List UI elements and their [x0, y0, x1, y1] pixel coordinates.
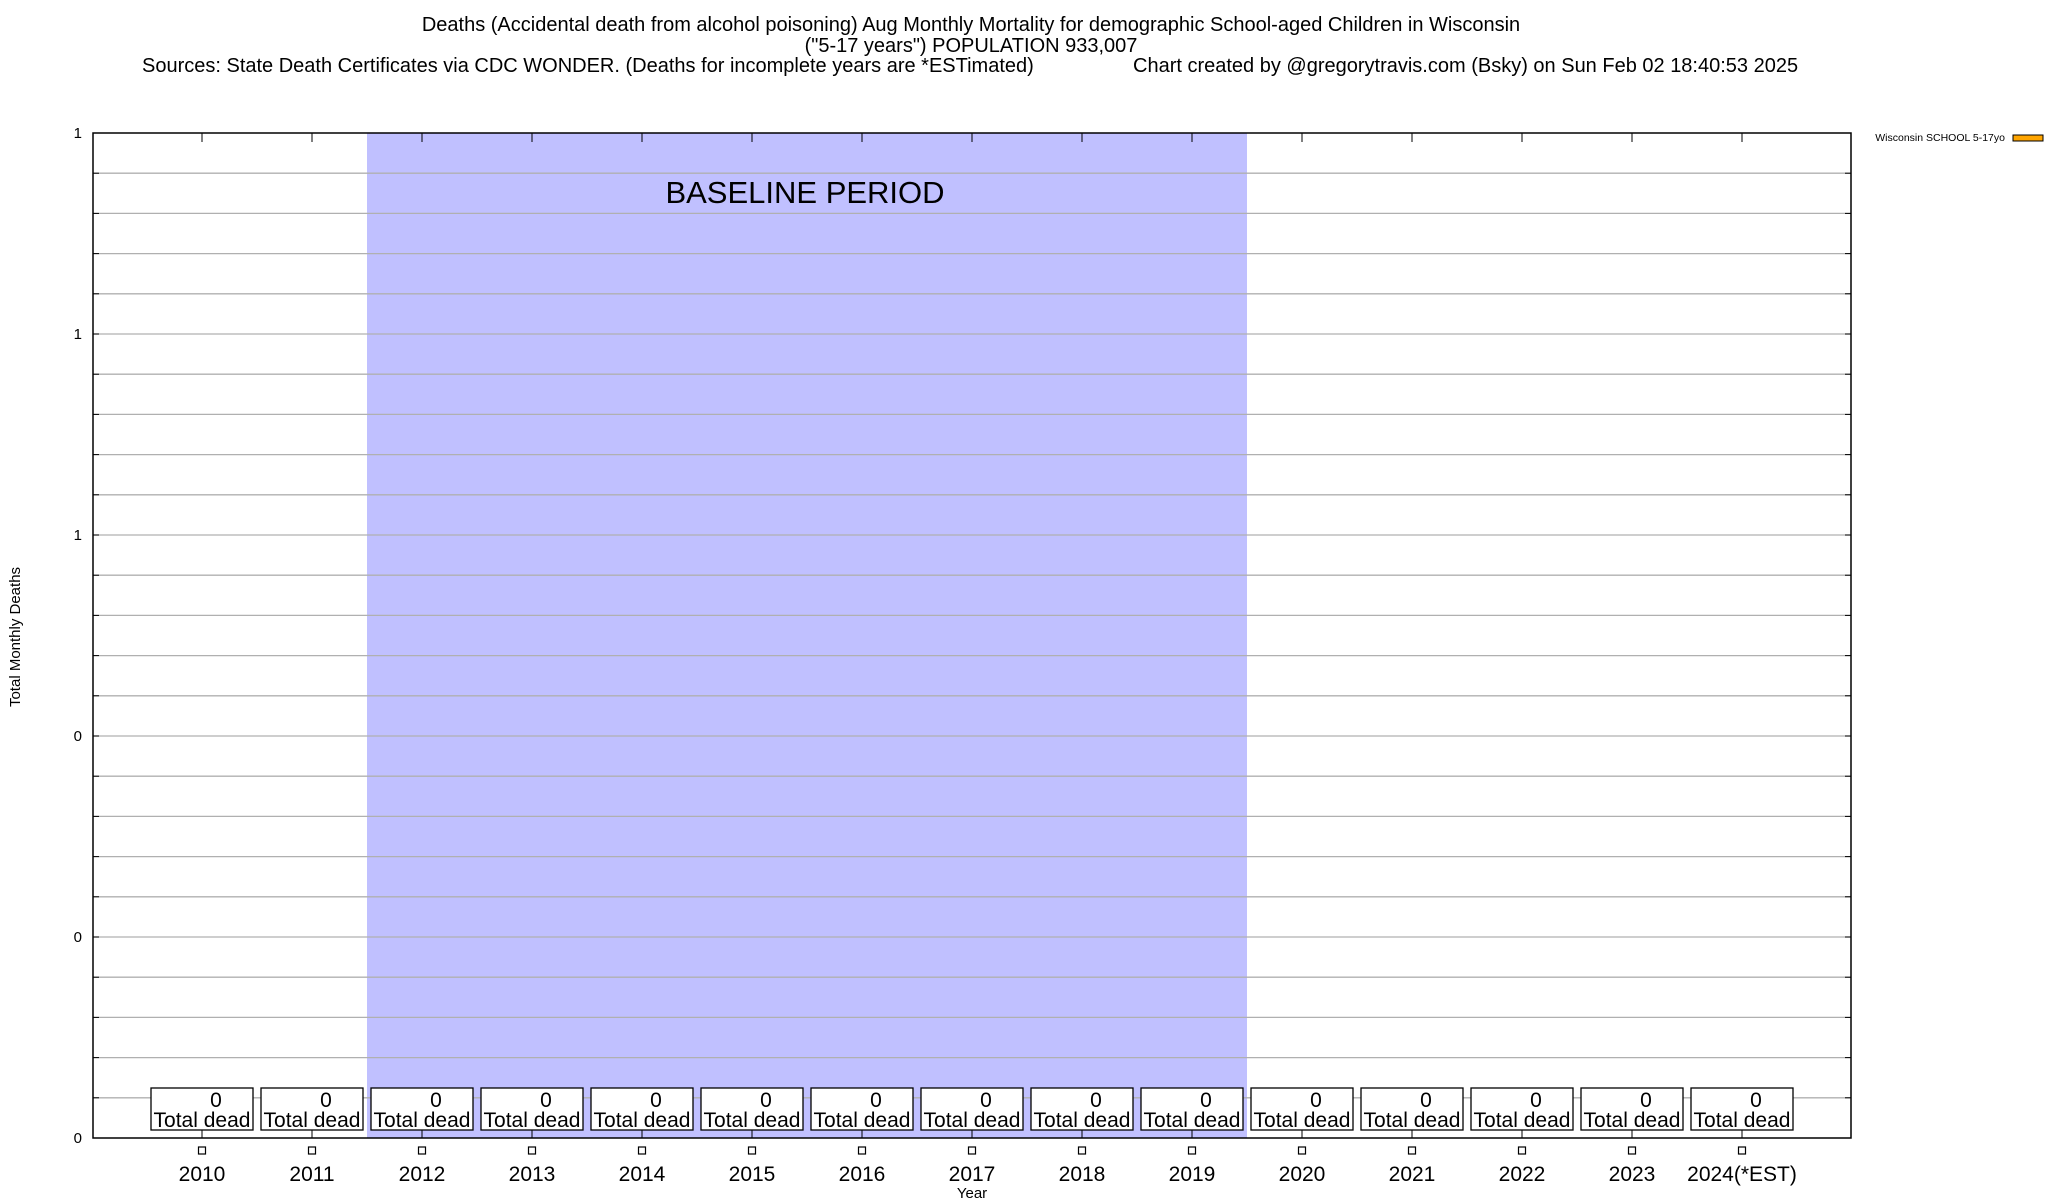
point-marker: [1517, 1146, 1527, 1155]
point-marker: [417, 1146, 427, 1155]
data-label-box: [590, 1087, 694, 1131]
x-tick-label: 2015: [729, 1163, 776, 1186]
data-label-text: Total dead: [264, 1109, 361, 1132]
data-label-value: 0: [1640, 1089, 1652, 1112]
chart-credit: Chart created by @gregorytravis.com (Bsk…: [1133, 55, 1798, 77]
legend-swatch: [2012, 134, 2044, 142]
data-label-text: Total dead: [1694, 1109, 1791, 1132]
y-axis-label: Total Monthly Deaths: [7, 567, 24, 707]
data-label-value: 0: [1750, 1089, 1762, 1112]
data-label-text: Total dead: [1584, 1109, 1681, 1132]
y-tick-label: 1: [74, 125, 82, 142]
x-tick-label: 2010: [179, 1163, 226, 1186]
data-label-value: 0: [430, 1089, 442, 1112]
legend-label: Wisconsin SCHOOL 5-17yo: [1875, 132, 2005, 144]
x-tick-label: 2011: [289, 1163, 334, 1186]
y-tick-label: 0: [74, 728, 82, 745]
point-marker: [1187, 1146, 1197, 1155]
data-label-value: 0: [540, 1089, 552, 1112]
data-label-box: [920, 1087, 1024, 1131]
data-label-value: 0: [1200, 1089, 1212, 1112]
chart-subtitle: ("5-17 years") POPULATION 933,007: [805, 35, 1138, 57]
y-tick-label: 0: [74, 1130, 82, 1147]
y-tick-label: 1: [74, 326, 82, 343]
data-label-box: [150, 1087, 254, 1131]
point-marker: [747, 1146, 757, 1155]
data-label-box: [1140, 1087, 1244, 1131]
data-label-text: Total dead: [1254, 1109, 1351, 1132]
data-label-text: Total dead: [484, 1109, 581, 1132]
data-label-box: [1470, 1087, 1574, 1131]
data-label-box: [1690, 1087, 1794, 1131]
data-label-text: Total dead: [814, 1109, 911, 1132]
data-label-text: Total dead: [1144, 1109, 1241, 1132]
data-label-value: 0: [1310, 1089, 1322, 1112]
point-marker: [307, 1146, 317, 1155]
point-marker: [1407, 1146, 1417, 1155]
data-label-box: [370, 1087, 474, 1131]
data-label-text: Total dead: [924, 1109, 1021, 1132]
x-tick-label: 2019: [1169, 1163, 1216, 1186]
chart-sources: Sources: State Death Certificates via CD…: [142, 55, 1034, 77]
data-label-text: Total dead: [1364, 1109, 1461, 1132]
x-tick-label: 2020: [1279, 1163, 1326, 1186]
data-label-text: Total dead: [154, 1109, 251, 1132]
data-label-value: 0: [210, 1089, 222, 1112]
data-label-text: Total dead: [704, 1109, 801, 1132]
x-tick-label: 2021: [1389, 1163, 1436, 1186]
data-label-text: Total dead: [594, 1109, 691, 1132]
data-label-value: 0: [980, 1089, 992, 1112]
y-tick-label: 0: [74, 929, 82, 946]
x-tick-label: 2014: [619, 1163, 666, 1186]
data-label-box: [260, 1087, 364, 1131]
data-label-value: 0: [650, 1089, 662, 1112]
point-marker: [1627, 1146, 1637, 1155]
point-marker: [197, 1146, 207, 1155]
point-marker: [1297, 1146, 1307, 1155]
y-tick-label: 1: [74, 527, 82, 544]
point-marker: [967, 1146, 977, 1155]
data-label-box: [1030, 1087, 1134, 1131]
data-label-value: 0: [320, 1089, 332, 1112]
data-label-box: [1250, 1087, 1354, 1131]
x-tick-label: 2013: [509, 1163, 556, 1186]
chart-title: Deaths (Accidental death from alcohol po…: [422, 14, 1520, 36]
data-label-value: 0: [1530, 1089, 1542, 1112]
data-label-box: [700, 1087, 804, 1131]
data-label-value: 0: [1420, 1089, 1432, 1112]
point-marker: [1077, 1146, 1087, 1155]
data-label-value: 0: [760, 1089, 772, 1112]
data-label-text: Total dead: [374, 1109, 471, 1132]
x-tick-label: 2018: [1059, 1163, 1106, 1186]
x-tick-label: 2016: [839, 1163, 886, 1186]
x-tick-label: 2012: [399, 1163, 446, 1186]
data-label-value: 0: [870, 1089, 882, 1112]
point-marker: [857, 1146, 867, 1155]
baseline-period-label: BASELINE PERIOD: [665, 175, 944, 210]
data-label-text: Total dead: [1474, 1109, 1571, 1132]
data-label-text: Total dead: [1034, 1109, 1131, 1132]
point-marker: [637, 1146, 647, 1155]
data-label-box: [480, 1087, 584, 1131]
data-label-value: 0: [1090, 1089, 1102, 1112]
x-tick-label: 2023: [1609, 1163, 1656, 1186]
x-tick-label: 2017: [949, 1163, 996, 1186]
x-tick-label: 2024(*EST): [1687, 1163, 1797, 1186]
point-marker: [1737, 1146, 1747, 1155]
data-label-box: [1360, 1087, 1464, 1131]
x-tick-label: 2022: [1499, 1163, 1546, 1186]
data-label-box: [810, 1087, 914, 1131]
point-marker: [527, 1146, 537, 1155]
baseline-period-band: [367, 133, 1247, 1138]
data-label-box: [1580, 1087, 1684, 1131]
x-axis-label: Year: [957, 1185, 987, 1200]
